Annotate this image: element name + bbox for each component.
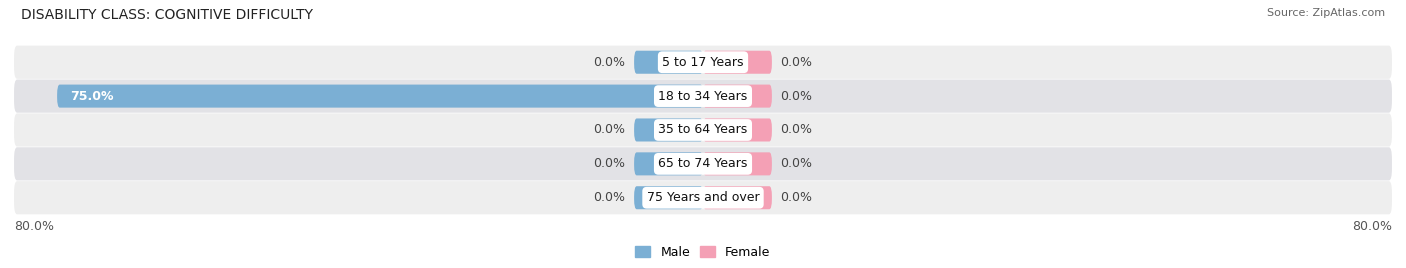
FancyBboxPatch shape: [14, 46, 1392, 79]
Text: 18 to 34 Years: 18 to 34 Years: [658, 90, 748, 103]
Text: 0.0%: 0.0%: [780, 90, 813, 103]
FancyBboxPatch shape: [634, 51, 703, 74]
FancyBboxPatch shape: [14, 113, 1392, 147]
FancyBboxPatch shape: [703, 152, 772, 175]
Text: 0.0%: 0.0%: [593, 191, 626, 204]
FancyBboxPatch shape: [703, 118, 772, 142]
Text: 75 Years and over: 75 Years and over: [647, 191, 759, 204]
FancyBboxPatch shape: [634, 186, 703, 209]
FancyBboxPatch shape: [14, 181, 1392, 214]
FancyBboxPatch shape: [703, 51, 772, 74]
Text: 80.0%: 80.0%: [1353, 220, 1392, 233]
Text: 0.0%: 0.0%: [593, 157, 626, 170]
Text: 0.0%: 0.0%: [780, 157, 813, 170]
Text: DISABILITY CLASS: COGNITIVE DIFFICULTY: DISABILITY CLASS: COGNITIVE DIFFICULTY: [21, 8, 314, 22]
FancyBboxPatch shape: [58, 85, 703, 108]
Text: 80.0%: 80.0%: [14, 220, 53, 233]
FancyBboxPatch shape: [14, 147, 1392, 180]
Text: 0.0%: 0.0%: [780, 124, 813, 136]
FancyBboxPatch shape: [14, 80, 1392, 113]
Text: 0.0%: 0.0%: [780, 191, 813, 204]
Text: 65 to 74 Years: 65 to 74 Years: [658, 157, 748, 170]
Legend: Male, Female: Male, Female: [630, 241, 776, 264]
Text: 35 to 64 Years: 35 to 64 Years: [658, 124, 748, 136]
Text: 5 to 17 Years: 5 to 17 Years: [662, 56, 744, 69]
Text: 0.0%: 0.0%: [593, 124, 626, 136]
Text: 75.0%: 75.0%: [70, 90, 114, 103]
FancyBboxPatch shape: [703, 85, 772, 108]
FancyBboxPatch shape: [634, 152, 703, 175]
Text: 0.0%: 0.0%: [593, 56, 626, 69]
Text: 0.0%: 0.0%: [780, 56, 813, 69]
FancyBboxPatch shape: [703, 186, 772, 209]
FancyBboxPatch shape: [634, 118, 703, 142]
Text: Source: ZipAtlas.com: Source: ZipAtlas.com: [1267, 8, 1385, 18]
